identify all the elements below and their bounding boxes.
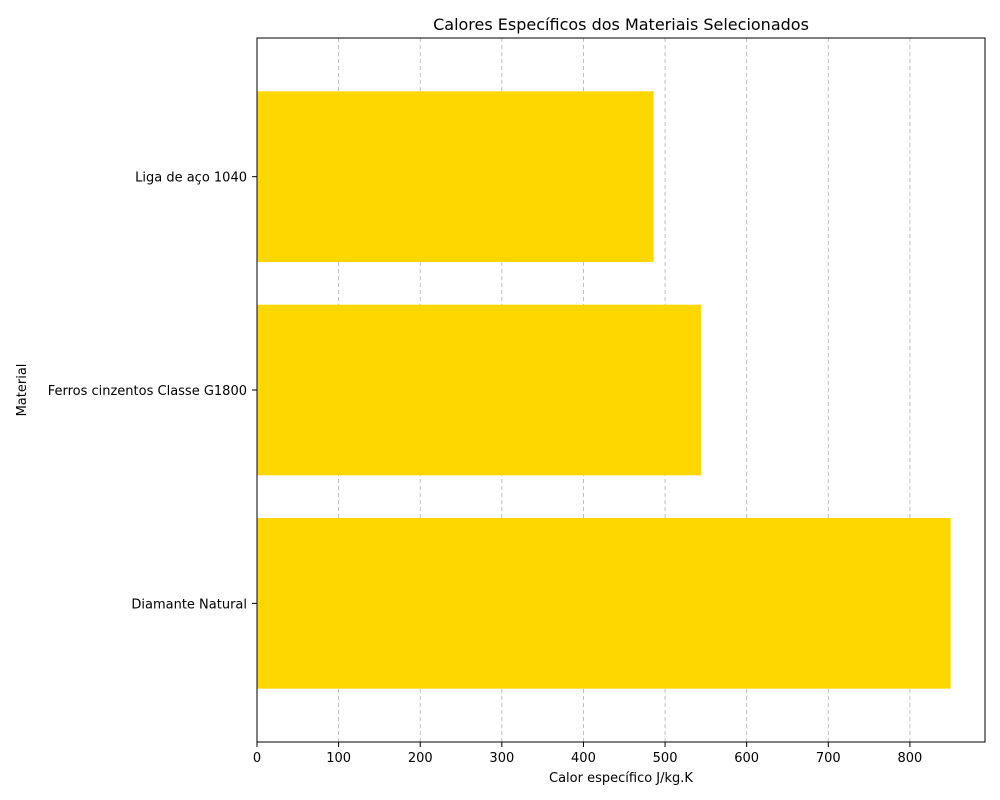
x-tick-label: 100 [326, 751, 351, 766]
y-axis-ticks: Diamante Natural Ferros cinzentos Classe … [48, 171, 257, 612]
bar [257, 304, 701, 476]
x-axis-ticks: 0 100 200 300 400 500 600 700 800 [253, 742, 922, 766]
chart-title: Calores Específicos dos Materiais Seleci… [433, 15, 809, 34]
bar [257, 91, 654, 262]
x-tick-label: 500 [653, 751, 678, 766]
y-tick-label: Ferros cinzentos Classe G1800 [48, 384, 247, 399]
bar [257, 518, 951, 689]
x-tick-label: 400 [571, 751, 596, 766]
x-axis-label: Calor específico J/kg.K [549, 771, 693, 786]
y-tick-label: Diamante Natural [131, 597, 247, 612]
x-tick-label: 700 [816, 751, 841, 766]
x-tick-label: 800 [898, 751, 923, 766]
bars [257, 91, 951, 689]
x-tick-label: 300 [489, 751, 514, 766]
x-tick-label: 0 [253, 751, 261, 766]
y-tick-label: Liga de aço 1040 [135, 171, 247, 186]
x-tick-label: 200 [408, 751, 433, 766]
y-axis-label: Material [15, 364, 30, 417]
x-tick-label: 600 [734, 751, 759, 766]
